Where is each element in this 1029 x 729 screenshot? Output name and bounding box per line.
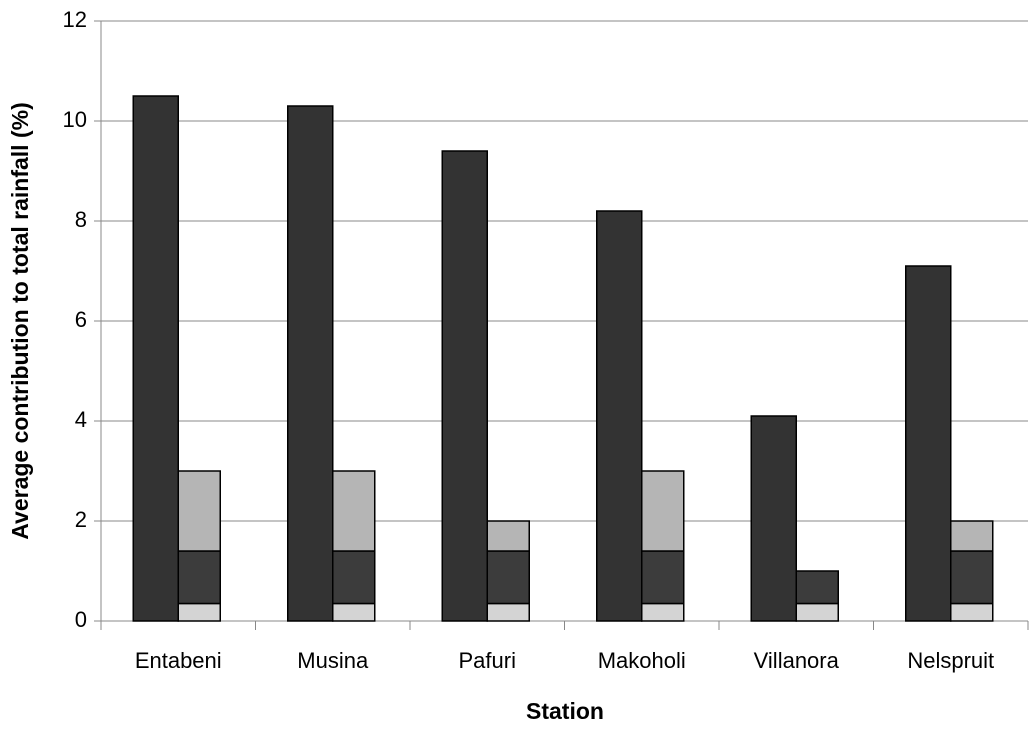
x-tick-label: Entabeni: [135, 648, 222, 673]
bar-segment: [950, 520, 994, 552]
bar: [287, 105, 334, 622]
x-tick-label: Pafuri: [459, 648, 516, 673]
bar-segment: [332, 550, 376, 605]
bar-segment: [641, 470, 685, 552]
y-tick-label: 6: [75, 307, 87, 332]
bar-segment: [795, 602, 839, 622]
bar: [750, 415, 797, 622]
bar: [132, 95, 179, 622]
bar-segment: [332, 470, 376, 552]
bar-segment: [177, 602, 221, 622]
bar-segment: [486, 520, 530, 552]
bar-segment: [177, 550, 221, 605]
x-tick-label: Villanora: [754, 648, 840, 673]
y-tick-label: 4: [75, 407, 87, 432]
x-tick-label: Nelspruit: [907, 648, 994, 673]
bar: [596, 210, 643, 622]
bar-segment: [950, 602, 994, 622]
y-tick-label: 12: [63, 7, 87, 32]
y-tick-label: 2: [75, 507, 87, 532]
bar: [441, 150, 488, 622]
bar-segment: [950, 550, 994, 605]
x-axis-label: Station: [526, 698, 604, 724]
y-tick-label: 8: [75, 207, 87, 232]
bar-segment: [795, 570, 839, 605]
bar-segment: [641, 550, 685, 605]
bar-segment: [332, 602, 376, 622]
bar-segment: [486, 602, 530, 622]
x-tick-label: Musina: [297, 648, 369, 673]
x-tick-label: Makoholi: [598, 648, 686, 673]
bar: [905, 265, 952, 622]
bar-segment: [641, 602, 685, 622]
y-tick-label: 10: [63, 107, 87, 132]
bar-segment: [486, 550, 530, 605]
y-tick-label: 0: [75, 607, 87, 632]
bar-segment: [177, 470, 221, 552]
y-axis-label: Average contribution to total rainfall (…: [7, 102, 33, 539]
